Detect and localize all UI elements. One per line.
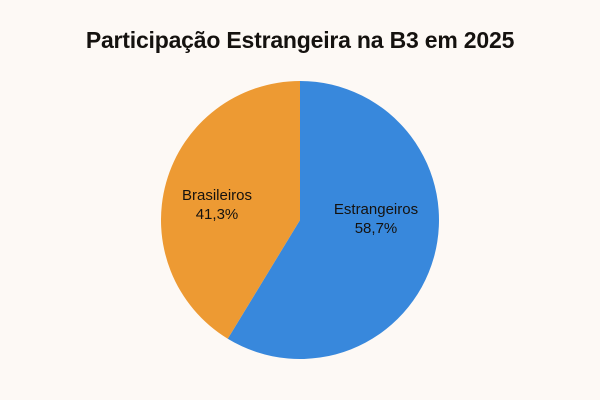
- pie-label-estrangeiros-value: 58,7%: [354, 220, 398, 237]
- pie-label-brasileiros-value: 41,3%: [195, 206, 239, 223]
- page-title: Participação Estrangeira na B3 em 2025: [85, 27, 515, 53]
- pie-label-brasileiros-name: Brasileiros: [181, 187, 253, 204]
- pie-svg: [161, 81, 439, 359]
- pie-chart-area: [161, 81, 439, 359]
- pie-slice-estrangeiros[interactable]: [227, 81, 439, 359]
- pie-slice-brasileiros[interactable]: [161, 81, 300, 339]
- pie-label-brasileiros: Brasileiros 41,3%: [152, 186, 282, 224]
- pie-label-estrangeiros: Estrangeiros 58,7%: [311, 200, 441, 238]
- pie-label-estrangeiros-name: Estrangeiros: [333, 201, 419, 218]
